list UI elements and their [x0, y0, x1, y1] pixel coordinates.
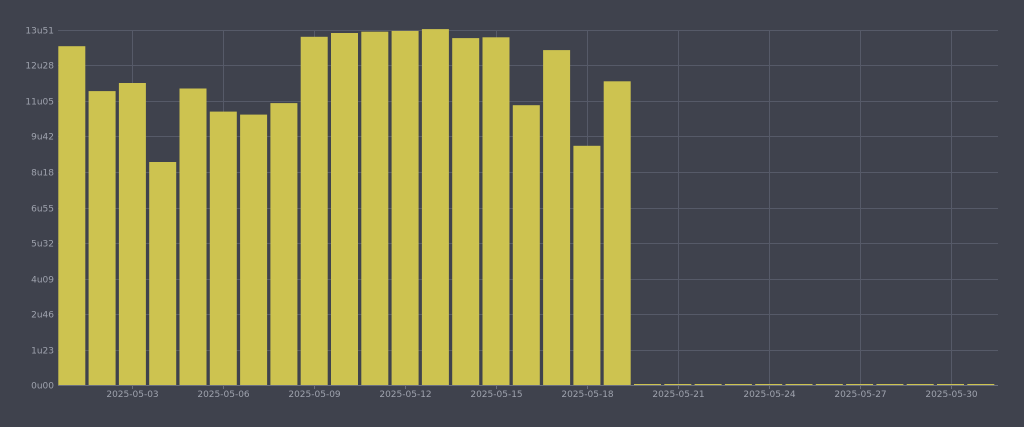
x-tick-label: 2025-05-30 [925, 390, 978, 400]
bar[interactable] [603, 81, 631, 386]
bar[interactable] [664, 384, 692, 385]
bar[interactable] [270, 103, 298, 385]
x-tick-label: 2025-05-09 [288, 390, 341, 400]
bar[interactable] [58, 46, 86, 385]
bar[interactable] [694, 384, 722, 385]
x-tick-label: 2025-05-27 [834, 390, 886, 400]
bar[interactable] [937, 384, 964, 385]
y-tick-label: 8u18 [31, 169, 54, 179]
bar[interactable] [209, 111, 237, 385]
x-tick-label: 2025-05-24 [743, 390, 796, 400]
bar[interactable] [331, 33, 358, 385]
bar[interactable] [452, 38, 480, 385]
x-tick-label: 2025-05-03 [106, 390, 158, 400]
y-tick-label: 13u51 [25, 27, 54, 37]
bar[interactable] [421, 29, 449, 385]
x-tick-label: 2025-05-18 [561, 390, 614, 400]
bar[interactable] [88, 91, 116, 385]
x-tick-label: 2025-05-21 [652, 390, 704, 400]
bar[interactable] [118, 83, 146, 385]
bar[interactable] [482, 37, 510, 386]
bar[interactable] [391, 30, 419, 386]
y-tick-label: 6u55 [31, 205, 54, 215]
x-tick-label: 2025-05-06 [197, 390, 250, 400]
bar[interactable] [876, 384, 904, 385]
y-tick-label: 11u05 [25, 98, 54, 108]
bar[interactable] [846, 384, 874, 385]
y-tick-label: 2u46 [31, 311, 54, 321]
y-tick-label: 4u09 [31, 276, 54, 286]
bar[interactable] [179, 88, 207, 386]
x-axis: 2025-05-03 2025-05-06 2025-05-09 2025-05-12… [58, 385, 998, 400]
bar[interactable] [967, 384, 995, 385]
bar[interactable] [906, 384, 934, 385]
y-axis: 0u00 1u23 2u46 4u09 5u32 6u55 8u18 9u42 11u05 12u… [25, 27, 54, 392]
bar[interactable] [755, 384, 783, 385]
bar[interactable] [512, 105, 540, 385]
bar[interactable] [724, 384, 752, 385]
bar[interactable] [785, 384, 813, 385]
bar[interactable] [543, 50, 571, 385]
bar[interactable] [815, 384, 843, 385]
bar[interactable] [149, 162, 177, 385]
y-tick-label: 0u00 [31, 382, 54, 392]
bar[interactable] [300, 36, 328, 386]
y-tick-label: 1u23 [31, 347, 54, 357]
y-tick-label: 12u28 [25, 62, 54, 72]
y-tick-label: 9u42 [31, 133, 54, 143]
x-tick-label: 2025-05-12 [379, 390, 431, 400]
x-tick-label: 2025-05-15 [470, 390, 522, 400]
y-tick-label: 5u32 [31, 240, 54, 250]
bars [58, 29, 995, 386]
bar[interactable] [573, 145, 601, 385]
bar[interactable] [361, 31, 389, 385]
bar[interactable] [634, 384, 661, 385]
bar[interactable] [240, 114, 268, 385]
